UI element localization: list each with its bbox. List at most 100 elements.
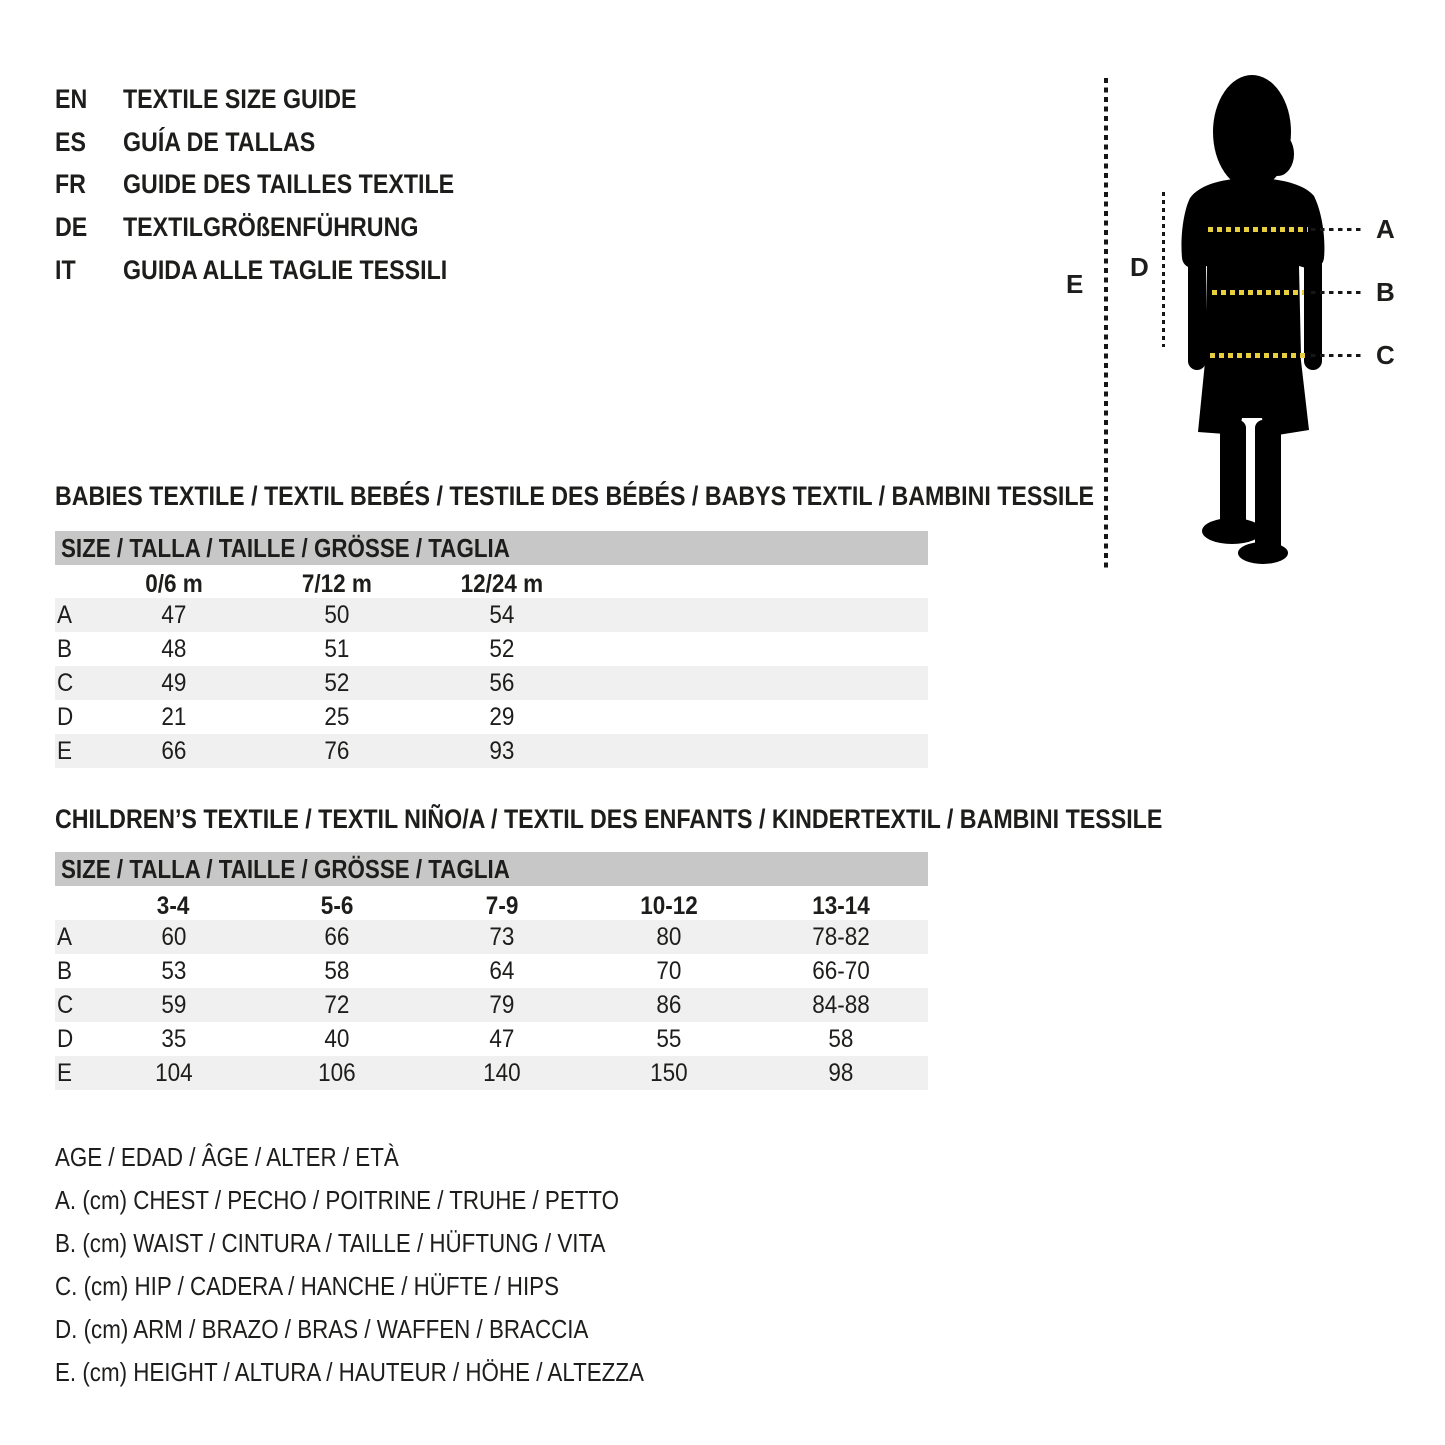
table-cell: 56 bbox=[489, 668, 515, 697]
table-cell: 47 bbox=[489, 1024, 515, 1053]
table-cell: 93 bbox=[489, 736, 515, 765]
row-label: B bbox=[57, 956, 73, 985]
table-cell: 52 bbox=[489, 634, 515, 663]
child-silhouette-graphic bbox=[1181, 75, 1325, 564]
table-cell: 104 bbox=[154, 1058, 193, 1087]
row-label: D bbox=[57, 1024, 74, 1053]
table-cell: 55 bbox=[656, 1024, 682, 1053]
legend-line-height: E. (cm) HEIGHT / ALTURA / HAUTEUR / HÖHE… bbox=[55, 1357, 644, 1387]
babies-table-body: A 47 50 54 B 48 51 52 C 49 52 56 D 21 25… bbox=[55, 598, 928, 768]
table-cell: 54 bbox=[489, 600, 515, 629]
measure-label-e: E bbox=[1066, 269, 1084, 299]
table-cell: 60 bbox=[160, 922, 187, 951]
header-row-it: IT GUIDA ALLE TAGLIE TESSILI bbox=[55, 249, 508, 292]
table-cell: 40 bbox=[324, 1024, 350, 1053]
height-measure-line-e bbox=[1104, 78, 1108, 572]
row-label: C bbox=[57, 990, 74, 1019]
children-column-header-row: 3-4 5-6 7-9 10-12 13-14 bbox=[55, 892, 928, 920]
chest-line-a bbox=[1208, 227, 1308, 232]
legend-line-chest: A. (cm) CHEST / PECHO / POITRINE / TRUHE… bbox=[55, 1185, 620, 1215]
row-label: B bbox=[57, 634, 73, 663]
header-row-de: DE TEXTILGRÖßENFÜHRUNG bbox=[55, 206, 508, 249]
header-row-fr: FR GUIDE DES TAILLES TEXTILE bbox=[55, 163, 508, 206]
table-cell: 106 bbox=[318, 1058, 356, 1087]
table-cell: 52 bbox=[324, 668, 350, 697]
column-header: 7-9 bbox=[485, 892, 519, 920]
row-label: D bbox=[57, 702, 74, 731]
table-cell: 29 bbox=[489, 702, 515, 731]
table-cell: 66-70 bbox=[811, 956, 870, 985]
table-cell: 53 bbox=[160, 956, 187, 985]
table-cell: 66 bbox=[324, 922, 350, 951]
legend-line-age: AGE / EDAD / ÂGE / ALTER / ETÀ bbox=[55, 1142, 399, 1172]
measure-label-d: D bbox=[1130, 252, 1149, 282]
table-cell: 48 bbox=[160, 634, 187, 663]
children-size-header-bar: SIZE / TALLA / TAILLE / GRÖSSE / TAGLIA bbox=[55, 852, 928, 886]
table-row: D 21 25 29 bbox=[55, 700, 928, 734]
table-row: A 47 50 54 bbox=[55, 598, 928, 632]
measure-label-b: B bbox=[1376, 277, 1395, 307]
legend-line-arm: D. (cm) ARM / BRAZO / BRAS / WAFFEN / BR… bbox=[55, 1314, 589, 1344]
table-cell: 98 bbox=[827, 1058, 854, 1087]
legend-line-waist: B. (cm) WAIST / CINTURA / TAILLE / HÜFTU… bbox=[55, 1228, 606, 1258]
table-cell: 59 bbox=[160, 990, 187, 1019]
chest-line-a-extension bbox=[1311, 227, 1363, 231]
babies-section-title: BABIES TEXTILE / TEXTIL BEBÉS / TESTILE … bbox=[55, 481, 1095, 511]
table-cell: 78-82 bbox=[811, 922, 870, 951]
table-cell: 21 bbox=[160, 702, 187, 731]
size-header-text: SIZE / TALLA / TAILLE / GRÖSSE / TAGLIA bbox=[61, 533, 510, 563]
table-cell: 140 bbox=[483, 1058, 521, 1087]
column-header: 7/12 m bbox=[301, 570, 373, 598]
table-cell: 72 bbox=[324, 990, 350, 1019]
row-label: A bbox=[57, 600, 73, 629]
legend-line-hip: C. (cm) HIP / CADERA / HANCHE / HÜFTE / … bbox=[55, 1271, 559, 1301]
header-row-es: ES GUÍA DE TALLAS bbox=[55, 121, 508, 164]
waist-line-b bbox=[1212, 290, 1304, 295]
table-cell: 50 bbox=[324, 600, 350, 629]
babies-size-header-bar: SIZE / TALLA / TAILLE / GRÖSSE / TAGLIA bbox=[55, 531, 928, 565]
table-cell: 86 bbox=[656, 990, 682, 1019]
arm-measure-line-d bbox=[1162, 192, 1165, 347]
row-label: E bbox=[57, 1058, 73, 1087]
column-header: 12/24 m bbox=[460, 570, 544, 598]
table-cell: 47 bbox=[160, 600, 187, 629]
column-header: 3-4 bbox=[157, 892, 190, 920]
guide-title: GUIDE DES TAILLES TEXTILE bbox=[123, 169, 455, 200]
waist-line-b-extension bbox=[1311, 290, 1363, 294]
measure-label-c: C bbox=[1376, 340, 1395, 370]
hip-line-c-extension bbox=[1311, 353, 1363, 357]
table-cell: 51 bbox=[324, 634, 350, 663]
language-code: DE bbox=[55, 212, 88, 243]
table-cell: 70 bbox=[656, 956, 682, 985]
children-table-body: A 60 66 73 80 78-82 B 53 58 64 70 66-70 … bbox=[55, 920, 928, 1090]
table-row: D 35 40 47 55 58 bbox=[55, 1022, 928, 1056]
language-code: FR bbox=[55, 169, 86, 200]
row-label: C bbox=[57, 668, 74, 697]
language-title-block: EN TEXTILE SIZE GUIDE ES GUÍA DE TALLAS FR… bbox=[55, 78, 508, 291]
table-cell: 76 bbox=[324, 736, 350, 765]
column-header: 5-6 bbox=[320, 892, 354, 920]
column-header: 10-12 bbox=[640, 892, 698, 920]
guide-title: GUÍA DE TALLAS bbox=[123, 126, 316, 157]
table-cell: 58 bbox=[324, 956, 350, 985]
hip-line-c bbox=[1210, 353, 1308, 358]
children-section-title: CHILDREN’S TEXTILE / TEXTIL NIÑO/A / TEX… bbox=[55, 804, 1163, 834]
language-code: ES bbox=[55, 126, 86, 157]
table-cell: 73 bbox=[489, 922, 515, 951]
language-code: IT bbox=[55, 254, 76, 285]
guide-title: TEXTILE SIZE GUIDE bbox=[123, 84, 357, 114]
measurement-legend: AGE / EDAD / ÂGE / ALTER / ETÀ A. (cm) C… bbox=[55, 1136, 740, 1394]
table-row: B 53 58 64 70 66-70 bbox=[55, 954, 928, 988]
table-cell: 66 bbox=[160, 736, 187, 765]
measure-label-a: A bbox=[1376, 214, 1395, 244]
table-row: C 59 72 79 86 84-88 bbox=[55, 988, 928, 1022]
table-cell: 35 bbox=[160, 1024, 187, 1053]
table-cell: 84-88 bbox=[811, 990, 870, 1019]
column-header: 0/6 m bbox=[144, 570, 203, 598]
table-row: C 49 52 56 bbox=[55, 666, 928, 700]
size-header-text: SIZE / TALLA / TAILLE / GRÖSSE / TAGLIA bbox=[61, 854, 510, 884]
babies-column-header-row: 0/6 m 7/12 m 12/24 m bbox=[55, 570, 928, 598]
table-row: E 104 106 140 150 98 bbox=[55, 1056, 928, 1090]
table-cell: 79 bbox=[489, 990, 515, 1019]
